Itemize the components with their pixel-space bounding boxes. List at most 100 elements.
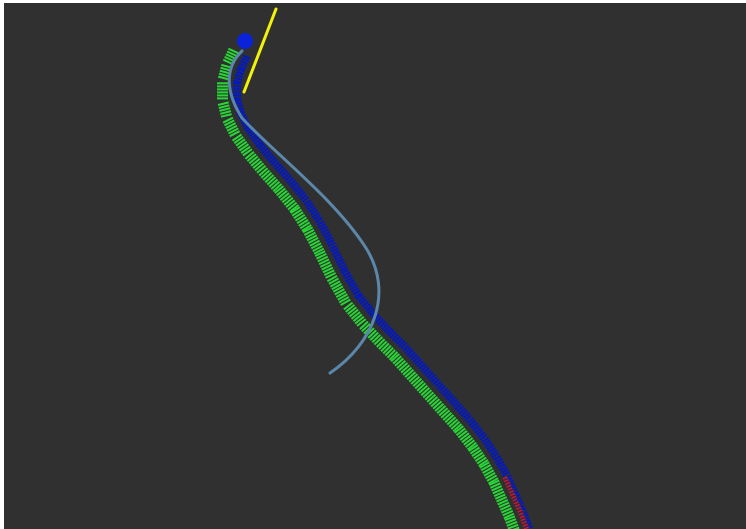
blue-pose-tick [462,412,470,420]
blue-pose-tick [499,465,507,472]
green-pose-tick [343,301,354,311]
green-pose-tick [485,472,496,480]
green-pose-tick [242,148,253,157]
green-pose-tick [329,280,341,288]
red-pose-tick [504,481,511,486]
red-pose-tick [503,479,509,483]
green-pose-tick [290,206,301,214]
blue-pose-tick [489,449,498,456]
blue-pose-tick [428,373,436,381]
green-pose-tick [258,167,269,177]
green-pose-tick [404,369,415,378]
blue-pose-tick [357,296,366,303]
green-pose-tick [291,208,303,217]
green-pose-tick [308,237,319,244]
blue-pose-tick [497,463,506,469]
blue-pose-tick [500,468,509,474]
blue-pose-tick [377,318,385,326]
green-pose-tick [219,107,231,112]
green-pose-tick [323,269,335,276]
green-pose-tick [378,340,388,350]
blue-pose-tick [241,57,250,63]
green-pose-tick [361,323,371,333]
green-pose-tick [430,398,441,408]
green-pose-tick [345,304,356,313]
scene-canvas[interactable] [4,3,746,529]
green-pose-tick [459,432,470,441]
green-pose-tick [382,344,392,355]
blue-pose-tick [351,287,360,293]
green-pose-tick [503,512,515,520]
blue-pose-tick [319,225,328,232]
green-pose-tick [254,162,265,172]
blue-pose-tick [311,212,320,219]
green-pose-tick [496,496,508,503]
green-pose-tick [434,402,445,412]
blue-pose-tick [239,59,249,66]
green-pose-tick [463,437,474,446]
green-pose-tick [371,334,381,344]
green-pose-tick [226,50,238,58]
green-pose-tick [392,355,402,365]
green-pose-tick [276,187,286,197]
heading-line [242,7,278,94]
blue-pose-tick [475,429,484,436]
green-pose-tick [469,446,481,455]
green-pose-tick [294,213,306,222]
green-pose-tick [226,124,238,132]
green-pose-tick [457,430,468,439]
blue-pose-tick [235,70,244,75]
green-pose-tick [388,351,399,361]
blue-pose-tick [361,300,369,308]
blue-pose-tick [483,439,491,446]
green-pose-tick [502,509,514,517]
blue-pose-tick [363,303,371,310]
robot-position-marker [237,33,253,49]
blue-pose-tick [329,244,338,250]
green-pose-tick [416,382,427,392]
blue-pose-tick [458,407,466,415]
green-pose-tick [406,371,417,381]
green-pose-tick [444,414,455,423]
blue-pose-tick [444,392,452,399]
green-pose-tick [231,133,243,142]
blue-pose-tick [234,73,244,78]
green-pose-tick [218,72,230,78]
blue-pose-tick [318,223,327,229]
green-pose-tick [285,199,296,208]
green-pose-tick [422,389,433,399]
green-pose-tick [348,308,359,318]
blue-pose-tick [491,451,500,459]
blue-pose-tick [494,457,503,464]
blue-pose-tick [395,337,404,345]
green-pose-tick [488,477,499,485]
blue-pose-tick [314,217,323,224]
blue-pose-tick [454,403,462,411]
green-pose-tick [350,311,361,320]
blue-pose-tick [470,422,478,429]
green-pose-tick [498,501,510,509]
green-pose-tick [314,250,326,257]
blue-pose-tick [391,333,399,341]
green-pose-tick [223,119,235,127]
green-pose-tick [492,487,504,495]
green-pose-tick [237,140,248,149]
blue-pose-tick [268,156,277,164]
blue-pose-tick [337,261,346,267]
blue-pose-tick [464,414,472,422]
green-pose-tick [272,183,283,193]
blue-pose-tick [400,342,408,350]
blue-pose-tick [460,410,468,417]
blue-pose-tick [436,382,444,390]
blue-pose-tick [496,460,505,467]
blue-pose-tick [259,145,267,152]
3d-viewport[interactable] [4,3,746,529]
red-pose-tick [516,506,522,510]
green-pose-tick [478,459,489,467]
green-pose-tick [465,439,476,448]
green-pose-tick [432,400,443,410]
blue-pose-tick [306,204,315,211]
green-pose-tick [279,192,290,201]
blue-pose-array [233,54,533,529]
green-pose-tick [505,518,517,524]
